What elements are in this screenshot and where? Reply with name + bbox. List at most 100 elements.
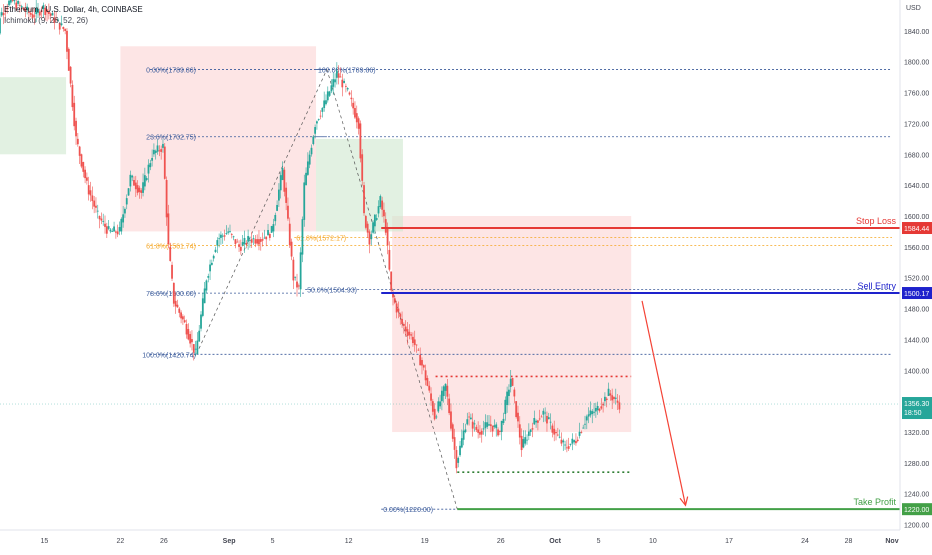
candle[interactable]: [442, 386, 445, 397]
candle[interactable]: [267, 230, 269, 236]
candle[interactable]: [214, 249, 217, 253]
candle[interactable]: [511, 378, 514, 386]
candle[interactable]: [462, 430, 465, 440]
candle[interactable]: [335, 70, 338, 78]
candle[interactable]: [276, 204, 278, 211]
price-axis[interactable]: [900, 0, 932, 550]
candle[interactable]: [308, 154, 311, 165]
candle[interactable]: [383, 209, 385, 217]
candle[interactable]: [616, 400, 619, 403]
candle[interactable]: [334, 79, 336, 83]
candle[interactable]: [325, 100, 327, 105]
candle[interactable]: [424, 370, 427, 381]
candle[interactable]: [611, 395, 614, 401]
candle[interactable]: [480, 430, 483, 435]
candle[interactable]: [441, 390, 443, 402]
candle[interactable]: [522, 439, 525, 448]
candle[interactable]: [486, 422, 489, 427]
candle[interactable]: [390, 271, 393, 291]
candle[interactable]: [386, 228, 389, 246]
candle[interactable]: [250, 239, 253, 243]
candle[interactable]: [249, 240, 251, 241]
candle[interactable]: [29, 12, 32, 15]
candle[interactable]: [430, 393, 432, 401]
candle[interactable]: [301, 219, 304, 255]
candle[interactable]: [8, 0, 10, 6]
candle[interactable]: [183, 320, 186, 323]
candle[interactable]: [279, 175, 282, 191]
candle[interactable]: [450, 411, 452, 429]
candle[interactable]: [111, 231, 114, 232]
candle[interactable]: [564, 444, 566, 446]
candle[interactable]: [274, 214, 277, 222]
candle[interactable]: [546, 415, 548, 424]
candle[interactable]: [373, 214, 376, 227]
candle[interactable]: [154, 150, 157, 154]
candle[interactable]: [337, 73, 340, 78]
candle[interactable]: [66, 30, 68, 52]
candle[interactable]: [35, 7, 38, 15]
candle[interactable]: [614, 397, 617, 399]
candle[interactable]: [350, 97, 353, 100]
candle[interactable]: [125, 198, 128, 205]
candle[interactable]: [341, 79, 344, 88]
candle[interactable]: [131, 175, 134, 178]
candle[interactable]: [241, 242, 244, 246]
candle[interactable]: [504, 399, 507, 415]
candle[interactable]: [517, 412, 519, 422]
candle[interactable]: [46, 9, 48, 13]
candle[interactable]: [431, 401, 434, 412]
candle[interactable]: [263, 237, 266, 239]
candle[interactable]: [207, 276, 210, 278]
candle[interactable]: [239, 246, 242, 251]
candle[interactable]: [453, 437, 456, 450]
candle[interactable]: [361, 154, 364, 181]
candle[interactable]: [209, 264, 211, 272]
candle[interactable]: [259, 239, 262, 242]
candle[interactable]: [413, 339, 416, 345]
candle[interactable]: [363, 185, 365, 214]
candle[interactable]: [379, 196, 382, 208]
candle[interactable]: [145, 178, 148, 181]
candle[interactable]: [388, 249, 391, 270]
candle[interactable]: [542, 410, 545, 415]
candle[interactable]: [17, 0, 19, 4]
candle[interactable]: [49, 13, 52, 16]
candle[interactable]: [482, 428, 485, 430]
candle[interactable]: [95, 205, 97, 208]
candle[interactable]: [576, 439, 579, 442]
candle[interactable]: [238, 244, 240, 247]
candle[interactable]: [602, 403, 605, 406]
candle[interactable]: [475, 426, 478, 430]
candle[interactable]: [223, 235, 226, 237]
candle[interactable]: [62, 27, 65, 29]
candle[interactable]: [4, 10, 7, 12]
candle[interactable]: [261, 239, 264, 241]
candle[interactable]: [580, 432, 583, 433]
candle[interactable]: [86, 177, 88, 181]
candle[interactable]: [290, 241, 293, 257]
candle[interactable]: [537, 420, 539, 423]
candle[interactable]: [270, 226, 273, 233]
candle[interactable]: [569, 443, 572, 445]
candle[interactable]: [0, 18, 1, 34]
candle[interactable]: [600, 406, 603, 409]
candle[interactable]: [142, 182, 144, 193]
candle[interactable]: [605, 398, 608, 400]
candle[interactable]: [323, 100, 326, 109]
candle[interactable]: [495, 424, 498, 429]
candle[interactable]: [136, 185, 139, 193]
candle[interactable]: [406, 329, 409, 337]
candle[interactable]: [254, 239, 257, 244]
candle[interactable]: [102, 221, 105, 222]
candle[interactable]: [451, 424, 454, 439]
candle[interactable]: [71, 84, 74, 108]
candle[interactable]: [604, 396, 606, 402]
candle[interactable]: [176, 304, 179, 308]
candle[interactable]: [171, 264, 173, 279]
candle[interactable]: [553, 428, 556, 435]
candle[interactable]: [89, 190, 92, 196]
candle[interactable]: [20, 6, 23, 7]
candle[interactable]: [225, 233, 228, 235]
candle[interactable]: [460, 438, 463, 448]
